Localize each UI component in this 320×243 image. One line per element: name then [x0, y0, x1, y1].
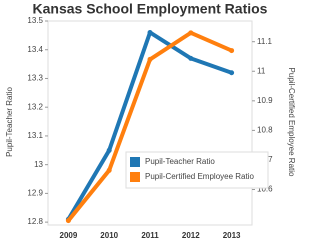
point: [106, 167, 112, 173]
point: [229, 48, 235, 54]
legend-swatch: [130, 172, 140, 182]
y-tick-label: 13.1: [27, 131, 43, 140]
y2-tick-label: 11: [257, 66, 266, 75]
legend-label: Pupil-Certified Employee Ratio: [145, 172, 254, 181]
y-axis-title: Pupil-Teacher Ratio: [5, 87, 14, 157]
chart-title: Kansas School Employment Ratios: [33, 1, 268, 17]
x-tick-label year: 2011: [141, 231, 159, 240]
point: [147, 29, 153, 35]
point: [229, 70, 235, 76]
point: [65, 218, 71, 224]
point: [106, 147, 112, 153]
legend-swatch: [130, 157, 140, 167]
y-tick-label: 12.9: [27, 189, 43, 198]
y2-tick-label: 10.6: [257, 185, 273, 194]
y2-axis-title: Pupil-Certified Employee Ratio: [287, 68, 296, 177]
y-tick-label: 13.4: [27, 45, 43, 54]
y-tick-label: 13.2: [27, 102, 43, 111]
point: [188, 30, 194, 36]
y2-tick-label: 10.9: [257, 96, 273, 105]
chart: Kansas School Employment Ratios Pupil-Te…: [5, 1, 296, 240]
y-tick-label: 13.5: [27, 16, 43, 25]
legend-label: Pupil-Teacher Ratio: [145, 157, 215, 166]
y2-tick-label: 10.8: [257, 126, 273, 135]
point: [188, 55, 194, 61]
y-tick-label: 12.8: [27, 217, 43, 226]
x-tick-label year: 2009: [60, 231, 78, 240]
y-tick-label: 13: [34, 160, 43, 169]
legend-box: [125, 151, 269, 189]
point: [147, 56, 153, 62]
y2-tick-label: 11.1: [257, 37, 273, 46]
x-tick-label year: 2012: [182, 231, 200, 240]
x-tick-label year: 2010: [100, 231, 118, 240]
y-tick-label: 13.3: [27, 74, 43, 83]
x-tick-label year: 2013: [223, 231, 241, 240]
plot-frame: [47, 20, 253, 226]
